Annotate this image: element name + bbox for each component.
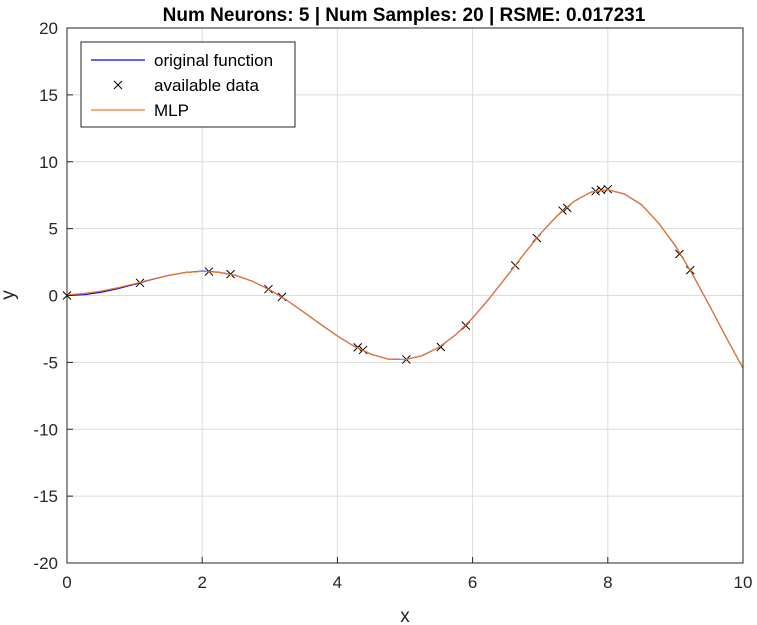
y-tick-label: -5 — [43, 353, 58, 372]
y-tick-label: -15 — [33, 487, 58, 506]
data-point-marker — [596, 185, 606, 195]
legend: original function available data MLP — [80, 41, 296, 128]
y-axis-label: y — [0, 290, 19, 300]
y-tick-label: 20 — [39, 19, 58, 38]
ticks: 0 2 4 6 8 10 -20 -15 -10 -5 0 5 10 15 20 — [33, 19, 752, 592]
legend-swatch-available-data — [113, 80, 123, 90]
chart-title: Num Neurons: 5 | Num Samples: 20 | RSME:… — [163, 5, 646, 26]
x-tick-label: 8 — [603, 573, 612, 592]
legend-label-original-function: original function — [154, 51, 273, 70]
x-axis-label: x — [400, 606, 410, 625]
x-tick-label: 6 — [468, 573, 477, 592]
x-tick-label: 10 — [734, 573, 753, 592]
y-tick-label: 10 — [39, 153, 58, 172]
y-tick-label: -10 — [33, 420, 58, 439]
legend-label-mlp: MLP — [154, 101, 189, 120]
y-tick-label: 5 — [49, 220, 58, 239]
y-tick-label: -20 — [33, 554, 58, 573]
series-layer — [62, 184, 744, 369]
series-line-mlp — [66, 189, 744, 369]
legend-box — [80, 41, 296, 128]
data-point-marker — [461, 321, 471, 330]
y-tick-label: 0 — [49, 287, 58, 306]
x-tick-label: 2 — [197, 573, 206, 592]
x-tick-label: 0 — [62, 573, 71, 592]
x-tick-label: 4 — [333, 573, 342, 592]
y-tick-label: 15 — [39, 86, 58, 105]
legend-label-available-data: available data — [154, 76, 259, 95]
